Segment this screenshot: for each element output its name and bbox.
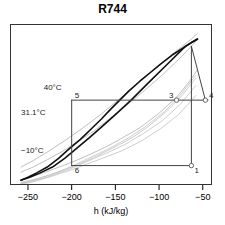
svg-text:−10°C: −10°C — [21, 146, 44, 155]
svg-text:−150: −150 — [105, 192, 125, 202]
svg-text:6: 6 — [75, 166, 80, 175]
svg-text:1: 1 — [194, 166, 199, 175]
svg-text:−200: −200 — [62, 192, 82, 202]
svg-text:5: 5 — [75, 91, 80, 100]
svg-text:h (kJ/kg): h (kJ/kg) — [94, 206, 129, 216]
html-text:R744: R744 — [98, 2, 127, 16]
svg-text:3: 3 — [169, 91, 174, 100]
svg-text:4: 4 — [209, 91, 214, 100]
svg-text:40°C: 40°C — [44, 83, 62, 92]
svg-text:−100: −100 — [149, 192, 169, 202]
svg-text:31.1°C: 31.1°C — [21, 108, 46, 117]
svg-text:−250: −250 — [18, 192, 38, 202]
svg-text:−50: −50 — [195, 192, 210, 202]
